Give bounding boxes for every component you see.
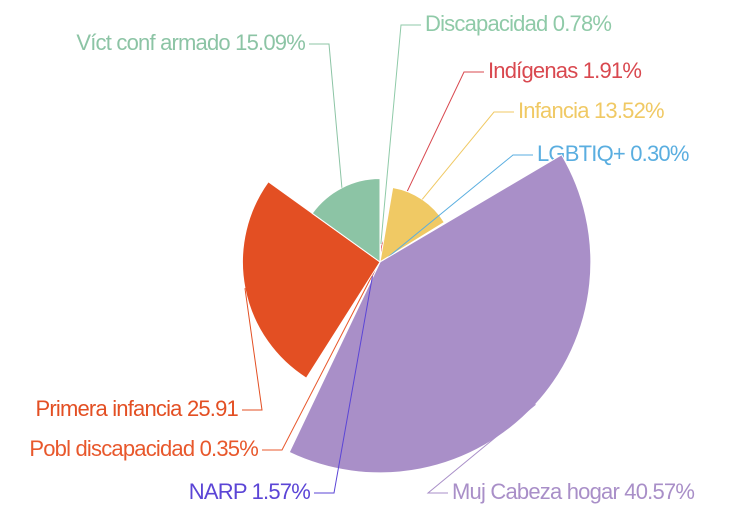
leader-line [309,43,343,188]
label-name: Víct conf armado [76,30,230,55]
label-name: Primera infancia [35,396,183,421]
leader-line [314,275,373,494]
label-value: 0.35% [200,436,259,461]
leader-line [381,71,484,245]
label-value: 40.57% [624,479,694,504]
slice-label: Infancia 13.52% [518,98,664,123]
slice-label: Discapacidad 0.78% [425,11,611,36]
label-value: 13.52% [594,98,664,123]
label-value: 1.57% [252,479,311,504]
label-value: 15.09% [235,30,305,55]
slice [311,178,381,263]
leader-line [421,111,514,200]
label-name: NARP [189,479,247,504]
label-name: Infancia [518,98,590,123]
slice-label: Indígenas 1.91% [488,58,641,83]
label-value: 25.91 [187,396,239,421]
slice-label: Pobl discapacidad 0.35% [29,436,258,461]
label-name: Muj Cabeza hogar [452,479,619,504]
label-name: Indígenas [488,58,578,83]
slice-label: Víct conf armado 15.09% [76,30,305,55]
slice [241,181,381,379]
label-value: 1.91% [583,58,642,83]
leader-line [262,270,376,451]
leader-line [242,288,263,411]
label-value: 0.30% [630,141,689,166]
leader-line [379,24,421,251]
leader-line [387,154,533,258]
slice-label: NARP 1.57% [189,479,310,504]
label-name: Discapacidad [425,11,547,36]
slice-label: Muj Cabeza hogar 40.57% [452,479,694,504]
slice [379,186,446,264]
leader-line [426,403,536,494]
slice-label: Primera infancia 25.91 [35,396,238,421]
label-value: 0.78% [553,11,612,36]
label-name: Pobl discapacidad [29,436,194,461]
